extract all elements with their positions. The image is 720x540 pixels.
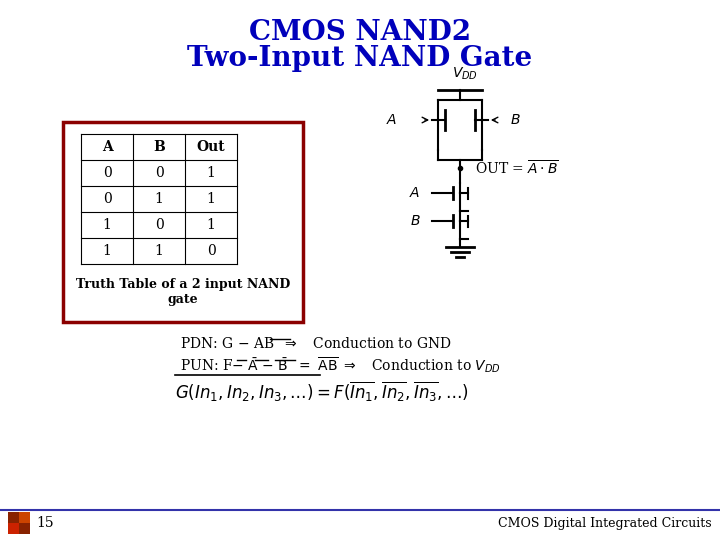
Text: B: B [153, 140, 165, 154]
Bar [8, 512, 19, 523]
Text: 1: 1 [155, 244, 163, 258]
Text: $A$: $A$ [387, 113, 397, 127]
Text: $A$: $A$ [410, 186, 420, 200]
Text: Out: Out [197, 140, 225, 154]
Text: OUT = $\overline{A \cdot B}$: OUT = $\overline{A \cdot B}$ [475, 159, 559, 177]
Text: 1: 1 [207, 166, 215, 180]
Text: 15: 15 [36, 516, 53, 530]
Text: PDN: G $-$ AB  $\Rightarrow$   Conduction to GND: PDN: G $-$ AB $\Rightarrow$ Conduction t… [180, 336, 451, 352]
Text: 1: 1 [102, 218, 112, 232]
Text: 1: 1 [207, 192, 215, 206]
Text: $B$: $B$ [510, 113, 521, 127]
Text: 1: 1 [207, 218, 215, 232]
Text: 0: 0 [155, 166, 163, 180]
Bar [19, 523, 30, 534]
Text: Truth Table of a 2 input NAND
gate: Truth Table of a 2 input NAND gate [76, 278, 290, 306]
Text: CMOS NAND2: CMOS NAND2 [249, 18, 471, 45]
Text: CMOS Digital Integrated Circuits: CMOS Digital Integrated Circuits [498, 517, 712, 530]
Text: PUN: F$-$ $\bar{\mathrm{A}}$ $-$ $\bar{\mathrm{B}}$  $=$ $\overline{\mathrm{AB}}: PUN: F$-$ $\bar{\mathrm{A}}$ $-$ $\bar{\… [180, 355, 501, 375]
Text: A: A [102, 140, 112, 154]
Text: 0: 0 [207, 244, 215, 258]
Text: 0: 0 [103, 192, 112, 206]
Text: Two-Input NAND Gate: Two-Input NAND Gate [187, 44, 533, 71]
Text: 1: 1 [102, 244, 112, 258]
Bar [19, 512, 30, 523]
Text: $B$: $B$ [410, 214, 420, 228]
Bar [8, 523, 19, 534]
Text: 0: 0 [155, 218, 163, 232]
Text: $G(In_1, In_2, In_3,\ldots) = F(\overline{In_1}, \overline{In_2}, \overline{In_3: $G(In_1, In_2, In_3,\ldots) = F(\overlin… [175, 380, 469, 404]
Bar [63, 122, 303, 322]
Text: 1: 1 [155, 192, 163, 206]
Text: 0: 0 [103, 166, 112, 180]
Text: $V_{DD}$: $V_{DD}$ [452, 65, 478, 82]
